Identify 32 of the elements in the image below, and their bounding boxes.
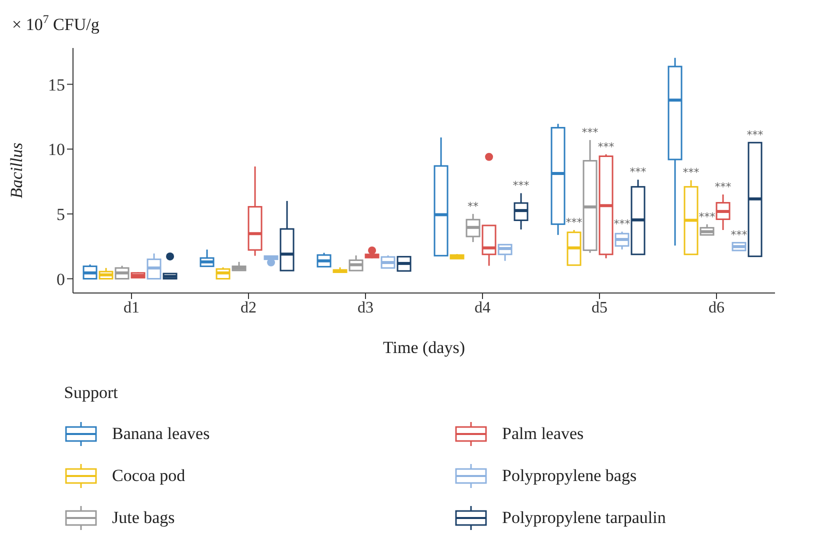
y-tick-label: 15	[48, 75, 65, 94]
x-axis-title: Time (days)	[382, 338, 466, 357]
x-tick-label: d3	[358, 299, 374, 316]
annotation: ***	[682, 166, 700, 180]
annotation: ***	[566, 216, 583, 229]
y-tick-label: 10	[48, 140, 65, 160]
y-tick-label: 0	[56, 270, 65, 289]
annotation: ***	[614, 218, 631, 231]
annotation: ***	[730, 228, 748, 242]
x-tick-label: d2	[240, 299, 256, 316]
x-tick-label: d6	[708, 299, 724, 316]
legend-label: Cocoa pod	[112, 466, 186, 486]
annotation: ***	[746, 128, 764, 142]
annotation: ***	[698, 210, 716, 224]
annotation: **	[468, 200, 480, 213]
legend-title: Support	[64, 383, 119, 403]
annotation: ***	[714, 180, 732, 194]
text: × 10$^{7}$ CFU/g	[12, 12, 100, 34]
legend-label: Polypropylene bags	[502, 466, 637, 486]
legend-label: Banana leaves	[112, 424, 210, 444]
x-tick-label: d5	[592, 299, 608, 316]
legend-label: Polypropylene tarpaulin	[502, 508, 666, 528]
y-tick-label: 5	[56, 204, 65, 224]
annotation: ***	[582, 126, 599, 140]
annotation: ***	[512, 179, 530, 192]
legend-label: Jute bags	[112, 508, 175, 528]
legend-label: Palm leaves	[502, 424, 584, 444]
annotation: ***	[630, 166, 647, 179]
x-tick-label: d1	[124, 299, 140, 316]
annotation: ***	[598, 140, 615, 154]
y-axis-title: Bacillus	[7, 142, 26, 198]
x-tick-label: d4	[474, 299, 490, 316]
